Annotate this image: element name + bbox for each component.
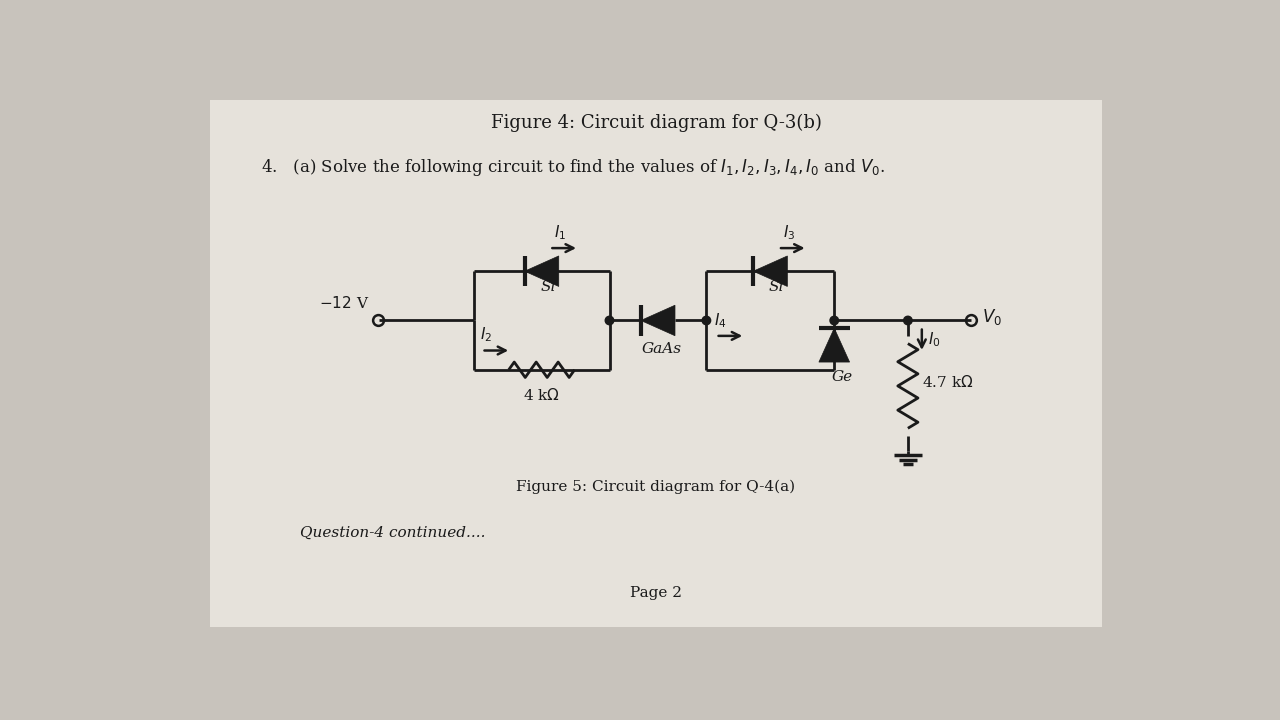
Text: $I_3$: $I_3$ bbox=[783, 223, 795, 242]
Text: 4.   (a) Solve the following circuit to find the values of $I_1, I_2, I_3, I_4, : 4. (a) Solve the following circuit to fi… bbox=[261, 157, 886, 178]
Text: $I_2$: $I_2$ bbox=[480, 325, 493, 344]
Text: Question-4 continued....: Question-4 continued.... bbox=[300, 526, 485, 540]
Text: Figure 4: Circuit diagram for Q-3(b): Figure 4: Circuit diagram for Q-3(b) bbox=[490, 114, 822, 132]
Text: 4.7 k$\Omega$: 4.7 k$\Omega$ bbox=[922, 374, 973, 390]
Text: 4 k$\Omega$: 4 k$\Omega$ bbox=[524, 387, 561, 402]
FancyBboxPatch shape bbox=[210, 100, 1102, 627]
Text: Figure 5: Circuit diagram for Q-4(a): Figure 5: Circuit diagram for Q-4(a) bbox=[516, 480, 796, 494]
Text: $I_0$: $I_0$ bbox=[928, 330, 941, 349]
Polygon shape bbox=[819, 328, 850, 362]
Circle shape bbox=[904, 316, 913, 325]
Text: $V_0$: $V_0$ bbox=[982, 307, 1001, 327]
Text: Si: Si bbox=[769, 280, 785, 294]
Text: $-12$ V: $-12$ V bbox=[319, 295, 369, 311]
Polygon shape bbox=[525, 256, 559, 287]
Circle shape bbox=[703, 316, 710, 325]
Text: Ge: Ge bbox=[832, 370, 852, 384]
Text: Si: Si bbox=[540, 280, 556, 294]
Text: $I_4$: $I_4$ bbox=[714, 311, 727, 330]
Text: $I_1$: $I_1$ bbox=[554, 223, 566, 242]
Polygon shape bbox=[641, 305, 675, 336]
Text: Page 2: Page 2 bbox=[630, 586, 682, 600]
Circle shape bbox=[605, 316, 614, 325]
Text: GaAs: GaAs bbox=[641, 342, 682, 356]
Polygon shape bbox=[753, 256, 787, 287]
Circle shape bbox=[829, 316, 838, 325]
